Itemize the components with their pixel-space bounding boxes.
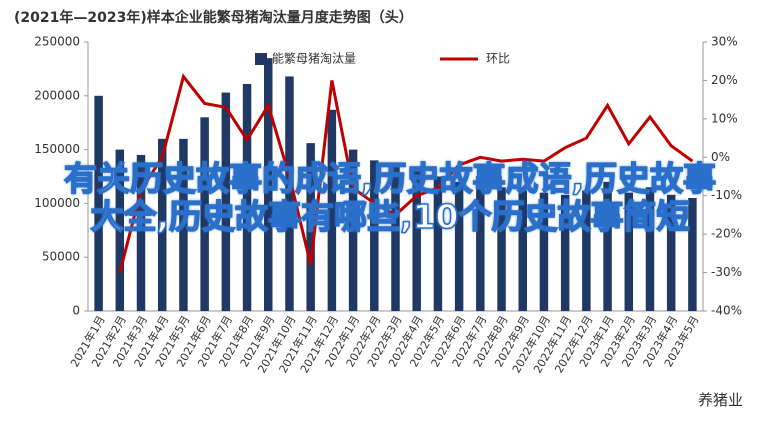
legend-label: 环比 xyxy=(486,52,510,66)
y-tick-label: 50000 xyxy=(42,250,80,264)
y-tick-label: 100000 xyxy=(34,196,80,210)
bar xyxy=(603,181,612,311)
y-tick-label: 250000 xyxy=(34,35,80,49)
y2-tick-label: -30% xyxy=(711,265,742,279)
bar xyxy=(454,181,464,311)
watermark: 养猪业 xyxy=(697,391,743,409)
y2-tick-label: -10% xyxy=(711,188,742,202)
bar xyxy=(242,83,252,312)
y2-tick-label: 30% xyxy=(711,35,738,49)
bar xyxy=(370,160,379,311)
bar xyxy=(645,187,655,311)
bar xyxy=(539,192,549,311)
bar xyxy=(412,171,421,311)
overlay-title: 有关历史故事的成语,历史故事成语,历史故事大全,历史故事有哪些,10个历史故事简… xyxy=(63,159,717,237)
legend-label: 能繁母猪淘汰量 xyxy=(272,51,356,66)
bar xyxy=(560,194,570,311)
bar xyxy=(518,190,527,311)
bar xyxy=(200,117,209,311)
bar xyxy=(497,187,506,311)
bar xyxy=(179,138,188,311)
line xyxy=(118,73,694,273)
bar xyxy=(476,184,485,311)
y2-tick-label: -40% xyxy=(711,304,742,318)
bar xyxy=(327,109,337,312)
bar xyxy=(136,154,146,311)
bar xyxy=(157,138,167,311)
y2-tick-label: 10% xyxy=(711,111,738,125)
y-tick-label: 200000 xyxy=(34,88,80,102)
bar xyxy=(688,198,697,311)
chart-title: (2021年—2023年)样本企业能繁母猪淘汰量月度走势图（头） xyxy=(14,9,413,26)
bar xyxy=(582,190,591,311)
bar xyxy=(264,58,273,311)
y-tick-label: 0 xyxy=(72,304,80,318)
bar xyxy=(94,95,103,311)
bar xyxy=(433,176,443,311)
bar xyxy=(306,143,315,311)
bar xyxy=(348,149,358,311)
y2-tick-label: 0% xyxy=(711,150,730,164)
bar xyxy=(285,76,294,311)
bar xyxy=(391,165,400,311)
bar xyxy=(624,192,634,311)
bar xyxy=(221,92,231,312)
bar xyxy=(115,149,125,311)
y-tick-label: 150000 xyxy=(34,142,80,156)
y2-tick-label: 20% xyxy=(711,73,738,87)
legend-swatch xyxy=(255,53,267,65)
bar xyxy=(666,194,676,311)
y2-tick-label: -20% xyxy=(711,227,742,241)
